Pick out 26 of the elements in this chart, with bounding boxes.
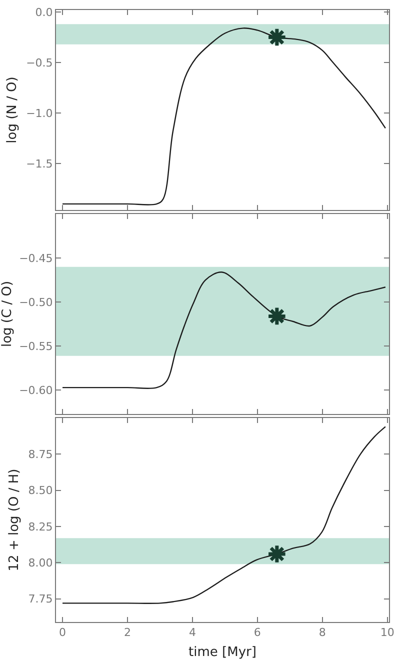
x-tick-label: 10 <box>380 626 394 640</box>
x-axis-title: time [Myr] <box>188 644 256 660</box>
y-tick-label: −0.45 <box>19 252 53 265</box>
y-tick-label: 8.00 <box>28 556 53 570</box>
x-tick-label: 4 <box>188 626 196 640</box>
y-tick-label: −1.0 <box>26 106 53 120</box>
x-tick-label: 6 <box>254 626 261 640</box>
x-tick-label: 8 <box>318 626 326 640</box>
y-axis-title: log (C / O) <box>0 280 15 348</box>
line-series <box>62 426 386 604</box>
x-tick-label: 2 <box>124 626 131 640</box>
y-tick-label: 8.25 <box>28 520 53 534</box>
line-series <box>62 272 386 390</box>
y-axis-title: log (N / O) <box>5 76 20 144</box>
y-tick-label: −1.5 <box>26 157 53 170</box>
y-tick-label: −0.50 <box>19 296 53 309</box>
y-tick-label: −0.55 <box>19 340 53 354</box>
y-tick-label: 7.75 <box>28 592 53 606</box>
y-axis-title: 12 + log (O / H) <box>7 468 22 572</box>
y-tick-label: −0.60 <box>19 384 53 398</box>
line-series <box>62 28 386 206</box>
y-tick-label: 0.0 <box>35 6 53 19</box>
y-tick-label: 8.75 <box>28 448 53 462</box>
x-tick-label: 0 <box>59 626 66 640</box>
y-tick-label: −0.5 <box>26 56 53 70</box>
y-tick-label: 8.50 <box>28 484 53 498</box>
